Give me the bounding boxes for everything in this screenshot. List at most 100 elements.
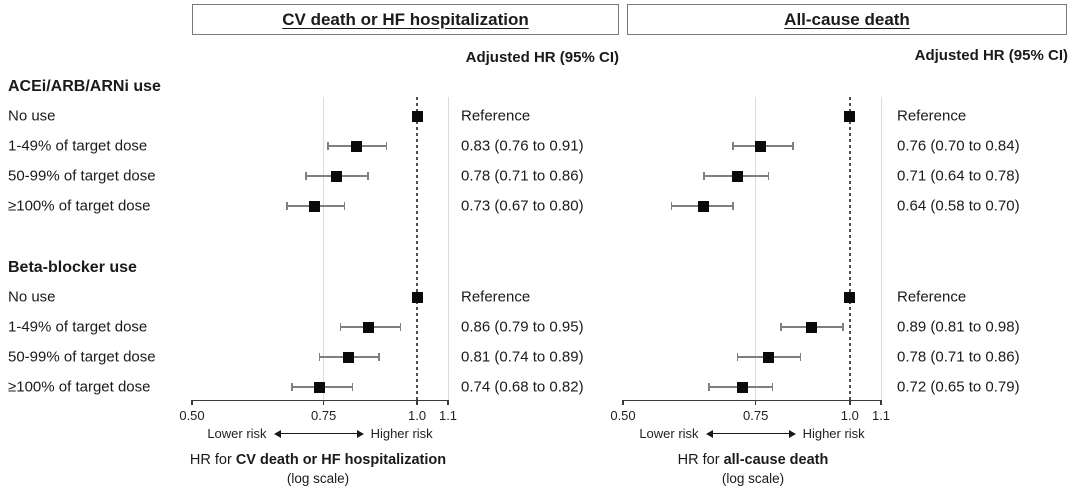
caption-log-scale: (log scale) — [721, 470, 785, 486]
axis-tick-label: 1.1 — [438, 408, 458, 423]
row-label: No use — [8, 107, 56, 125]
axis-tick-label: 0.50 — [179, 408, 205, 423]
axis-tick — [447, 400, 449, 405]
row-label: 50-99% of target dose — [8, 348, 156, 366]
double-arrow-icon — [705, 429, 796, 438]
axis-tick — [416, 400, 418, 405]
axis-tick — [849, 400, 851, 405]
hr-value: 0.74 (0.68 to 0.82) — [461, 378, 584, 396]
panel-header-box-cv: CV death or HF hospitalization — [192, 4, 619, 35]
hr-value: 0.86 (0.79 to 0.95) — [461, 318, 584, 336]
hr-value: Reference — [897, 288, 967, 306]
hr-value: 0.78 (0.71 to 0.86) — [897, 348, 1020, 366]
hr-value: Reference — [897, 107, 967, 125]
double-arrow-icon — [273, 429, 364, 438]
row-label: 1-49% of target dose — [8, 318, 148, 336]
hr-point-marker — [763, 351, 774, 363]
forest-plot-panel-all-cause: 0.50 0.75 1.0 1.1 — [610, 97, 890, 423]
ci-cap-low — [732, 142, 734, 150]
higher-risk-label: Higher risk — [370, 426, 433, 441]
ci-cap-high — [385, 142, 388, 150]
caption-log-scale: (log scale) — [286, 470, 350, 486]
caption-line1: HR for CV death or HF hospitalization — [189, 452, 447, 468]
ci-cap-low — [291, 383, 293, 391]
axis-tick-label: 0.50 — [610, 408, 636, 423]
axis-caption-all-cause: HR for all-cause death (log scale) — [593, 452, 913, 486]
panel-title-cv: CV death or HF hospitalization — [282, 9, 529, 29]
ci-cap-high — [842, 323, 844, 331]
hr-value: 0.81 (0.74 to 0.89) — [461, 348, 584, 366]
hr-point-marker — [754, 140, 766, 152]
axis-tick — [322, 400, 325, 405]
gridline — [323, 97, 325, 400]
ci-cap-low — [670, 202, 673, 210]
hr-point-marker — [362, 321, 374, 333]
hr-value: 0.64 (0.58 to 0.70) — [897, 197, 1020, 215]
risk-direction-annotation-right-panel: Lower risk Higher risk — [623, 426, 881, 441]
hr-point-marker — [844, 110, 856, 122]
hr-value: 0.83 (0.76 to 0.91) — [461, 137, 584, 155]
lower-risk-label: Lower risk — [207, 426, 267, 441]
ci-cap-high — [378, 353, 380, 361]
hr-column-header-right: Adjusted HR (95% CI) — [914, 47, 1068, 64]
hr-point-marker — [698, 200, 710, 212]
row-label: ≥100% of target dose — [8, 197, 151, 215]
hr-point-marker — [844, 291, 856, 303]
axis-tick-label: 1.1 — [871, 408, 891, 423]
row-label: 50-99% of target dose — [8, 167, 156, 185]
ci-cap-low — [339, 323, 342, 331]
ci-cap-high — [767, 172, 770, 180]
hr-value: 0.71 (0.64 to 0.78) — [897, 167, 1020, 185]
hr-column-header-left: Adjusted HR (95% CI) — [465, 49, 619, 66]
ci-cap-high — [799, 353, 802, 361]
ci-cap-high — [792, 142, 794, 150]
hr-point-marker — [411, 291, 423, 303]
gridline — [447, 97, 449, 400]
hr-point-marker — [736, 381, 748, 393]
forest-plot-panel-cv: 0.50 0.75 1.0 1.1 — [179, 97, 457, 423]
axis-tick — [880, 400, 882, 405]
reference-line — [849, 97, 851, 400]
ci-cap-low — [327, 142, 329, 150]
risk-direction-annotation-left-panel: Lower risk Higher risk — [192, 426, 448, 441]
hr-point-marker — [351, 140, 363, 152]
axis-tick-label: 0.75 — [743, 408, 769, 423]
lower-risk-label: Lower risk — [639, 426, 699, 441]
ci-cap-low — [703, 172, 705, 180]
ci-cap-high — [771, 383, 774, 391]
row-label: 1-49% of target dose — [8, 137, 148, 155]
hr-point-marker — [806, 321, 818, 333]
hr-point-marker — [313, 381, 325, 393]
caption-line1: HR for all-cause death — [677, 452, 829, 468]
hr-point-marker — [732, 170, 744, 182]
panel-header-box-all-cause: All-cause death — [627, 4, 1067, 35]
hr-point-marker — [309, 200, 321, 212]
axis-tick — [622, 400, 624, 405]
ci-cap-high — [367, 172, 369, 180]
hr-value: 0.78 (0.71 to 0.86) — [461, 167, 584, 185]
ci-cap-low — [286, 202, 288, 210]
axis-caption-cv: HR for CV death or HF hospitalization (l… — [158, 452, 478, 486]
gridline — [755, 97, 757, 400]
hr-value: 0.72 (0.65 to 0.79) — [897, 378, 1020, 396]
reference-line — [416, 97, 418, 400]
ci-cap-high — [343, 202, 346, 210]
ci-cap-low — [305, 172, 307, 180]
ci-cap-low — [708, 383, 710, 391]
hr-value: 0.89 (0.81 to 0.98) — [897, 318, 1020, 336]
axis-tick — [191, 400, 193, 405]
ci-cap-high — [399, 323, 402, 331]
hr-point-marker — [330, 170, 342, 182]
hr-value: 0.76 (0.70 to 0.84) — [897, 137, 1020, 155]
group-header: Beta-blocker use — [8, 259, 137, 276]
panel-title-all-cause: All-cause death — [784, 9, 910, 29]
axis-tick — [754, 400, 757, 405]
row-label: No use — [8, 288, 56, 306]
higher-risk-label: Higher risk — [802, 426, 865, 441]
axis-tick-label: 0.75 — [310, 408, 337, 423]
ci-cap-high — [351, 383, 354, 391]
ci-cap-low — [736, 353, 739, 361]
group-header: ACEi/ARB/ARNi use — [8, 78, 161, 95]
hr-point-marker — [411, 110, 423, 122]
